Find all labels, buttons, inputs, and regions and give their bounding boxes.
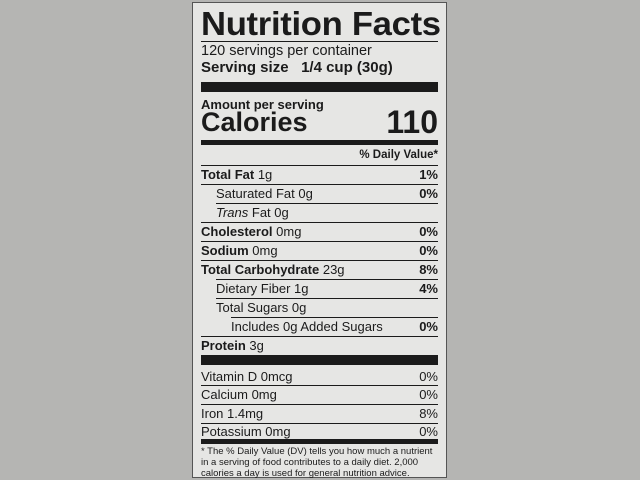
nutrient-amount: Fat 0g — [251, 205, 289, 220]
divider — [201, 184, 438, 185]
medium-divider — [201, 439, 438, 444]
nutrient-name: Total Carbohydrate — [201, 262, 320, 277]
thick-divider — [201, 82, 438, 92]
vitamin-name: Calcium 0mg — [201, 387, 277, 402]
divider — [216, 279, 438, 280]
nutrient-name: Dietary Fiber — [216, 281, 291, 296]
nutrient-row-saturated-fat: Saturated Fat 0g 0% — [201, 184, 438, 203]
vitamin-row: Vitamin D 0mcg 0% — [201, 367, 438, 386]
nutrient-amount: 0g — [291, 300, 307, 315]
nutrient-name: Saturated Fat — [216, 186, 295, 201]
divider — [201, 404, 438, 405]
divider — [201, 336, 438, 337]
nutrient-row-trans-fat: Trans Fat 0g — [201, 203, 438, 222]
amount-per-serving: Amount per serving — [201, 97, 324, 112]
nutrient-amount: 0mg — [276, 224, 302, 239]
vitamin-name: Iron 1.4mg — [201, 406, 264, 421]
nutrient-dv: 0% — [419, 224, 438, 239]
nutrient-name: Trans — [216, 205, 249, 220]
divider — [201, 41, 438, 42]
footnote: * The % Daily Value (DV) tells you how m… — [201, 446, 433, 479]
serving-size-value: 1/4 cup (30g) — [301, 59, 393, 76]
nutrient-row-dietary-fiber: Dietary Fiber 1g 4% — [201, 279, 438, 298]
nutrient-name: Protein — [201, 338, 246, 353]
divider — [231, 317, 438, 318]
nutrient-dv: 4% — [419, 281, 438, 296]
label-title: Nutrition Facts — [201, 5, 441, 42]
nutrient-name: Sodium — [201, 243, 249, 258]
nutrient-name: Total Fat — [201, 167, 255, 182]
divider — [201, 385, 438, 386]
nutrient-amount: 0mg — [252, 243, 278, 258]
nutrient-amount: 3g — [249, 338, 264, 353]
divider — [201, 423, 438, 424]
servings-per-container: 120 servings per container — [201, 43, 372, 59]
vitamin-dv: 0% — [419, 387, 438, 402]
nutrition-facts-label: Nutrition Facts 120 servings per contain… — [192, 2, 447, 479]
nutrient-dv: 0% — [419, 319, 438, 334]
vitamin-dv: 0% — [419, 369, 438, 384]
nutrient-dv: 0% — [419, 186, 438, 201]
divider — [201, 222, 438, 223]
vitamin-row: Potassium 0mg 0% — [201, 422, 438, 441]
divider — [216, 203, 438, 204]
nutrient-amount: 0g — [298, 186, 313, 201]
nutrient-amount: 1g — [257, 167, 273, 182]
nutrient-row-total-fat: Total Fat 1g 1% — [201, 165, 438, 184]
vitamin-name: Vitamin D 0mcg — [201, 369, 293, 384]
vitamin-row: Calcium 0mg 0% — [201, 385, 438, 404]
calories-row: Calories 110 — [201, 104, 438, 140]
divider — [201, 165, 438, 166]
vitamin-dv: 8% — [419, 406, 438, 421]
serving-size-label: Serving size — [201, 59, 289, 76]
thick-divider — [201, 355, 438, 365]
nutrient-name: Total Sugars — [216, 300, 289, 315]
divider — [201, 241, 438, 242]
nutrient-row-sodium: Sodium 0mg 0% — [201, 241, 438, 260]
nutrient-row-total-sugars: Total Sugars 0g — [201, 298, 438, 317]
daily-value-header: % Daily Value* — [359, 149, 438, 161]
vitamin-row: Iron 1.4mg 8% — [201, 404, 438, 423]
nutrient-row-cholesterol: Cholesterol 0mg 0% — [201, 222, 438, 241]
nutrient-amount: 23g — [322, 262, 345, 277]
serving-size: Serving size 1/4 cup (30g) — [201, 59, 438, 76]
calories-value: 110 — [386, 104, 438, 140]
nutrient-amount: 1g — [294, 281, 309, 296]
divider — [216, 298, 438, 299]
calories-label: Calories — [201, 107, 308, 137]
vitamin-dv: 0% — [419, 424, 438, 439]
nutrient-row-total-carbohydrate: Total Carbohydrate 23g 8% — [201, 260, 438, 279]
nutrient-row-protein: Protein 3g — [201, 336, 438, 355]
nutrient-row-added-sugars: Includes 0g Added Sugars 0% — [201, 317, 438, 336]
nutrient-dv: 8% — [419, 262, 438, 277]
divider — [201, 260, 438, 261]
nutrient-dv: 0% — [419, 243, 438, 258]
nutrient-name: Cholesterol — [201, 224, 273, 239]
nutrient-name: Includes 0g Added Sugars — [231, 319, 383, 334]
nutrient-dv: 1% — [419, 167, 438, 182]
medium-divider — [201, 140, 438, 145]
vitamin-name: Potassium 0mg — [201, 424, 291, 439]
